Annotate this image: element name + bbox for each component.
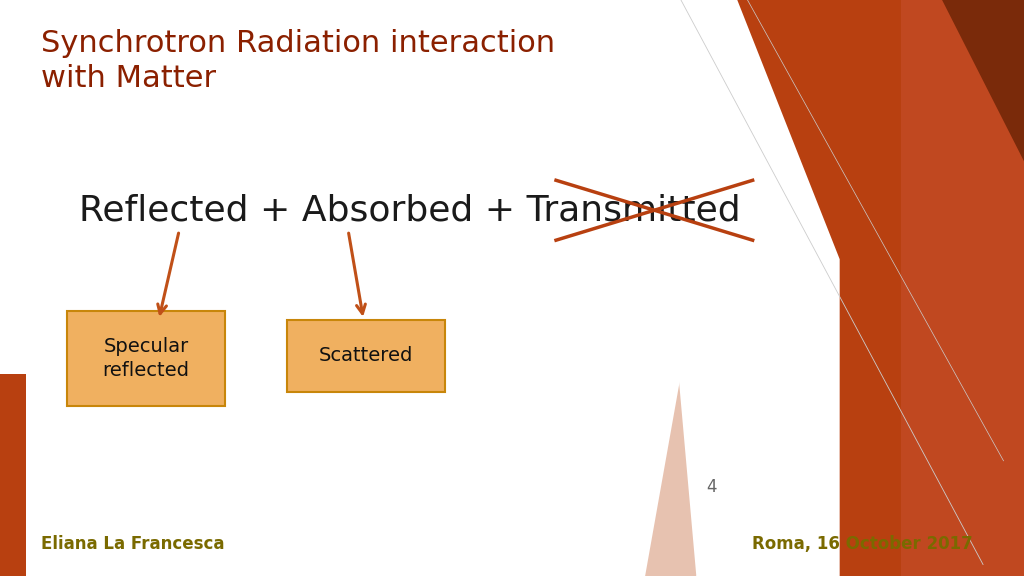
Polygon shape: [696, 0, 901, 576]
Text: Roma, 16 October 2017: Roma, 16 October 2017: [752, 535, 973, 553]
Text: Reflected + Absorbed + Transmitted: Reflected + Absorbed + Transmitted: [79, 193, 740, 228]
Text: Specular
reflected: Specular reflected: [102, 338, 189, 380]
Text: 4: 4: [707, 478, 717, 496]
Text: Eliana La Francesca: Eliana La Francesca: [41, 535, 224, 553]
FancyBboxPatch shape: [287, 320, 445, 392]
FancyBboxPatch shape: [67, 311, 225, 406]
Polygon shape: [645, 0, 840, 576]
Polygon shape: [645, 0, 840, 576]
Text: Synchrotron Radiation interaction
with Matter: Synchrotron Radiation interaction with M…: [41, 29, 555, 93]
Polygon shape: [901, 0, 1024, 576]
Polygon shape: [840, 0, 1024, 161]
Polygon shape: [0, 374, 26, 576]
Text: Scattered: Scattered: [318, 346, 414, 365]
